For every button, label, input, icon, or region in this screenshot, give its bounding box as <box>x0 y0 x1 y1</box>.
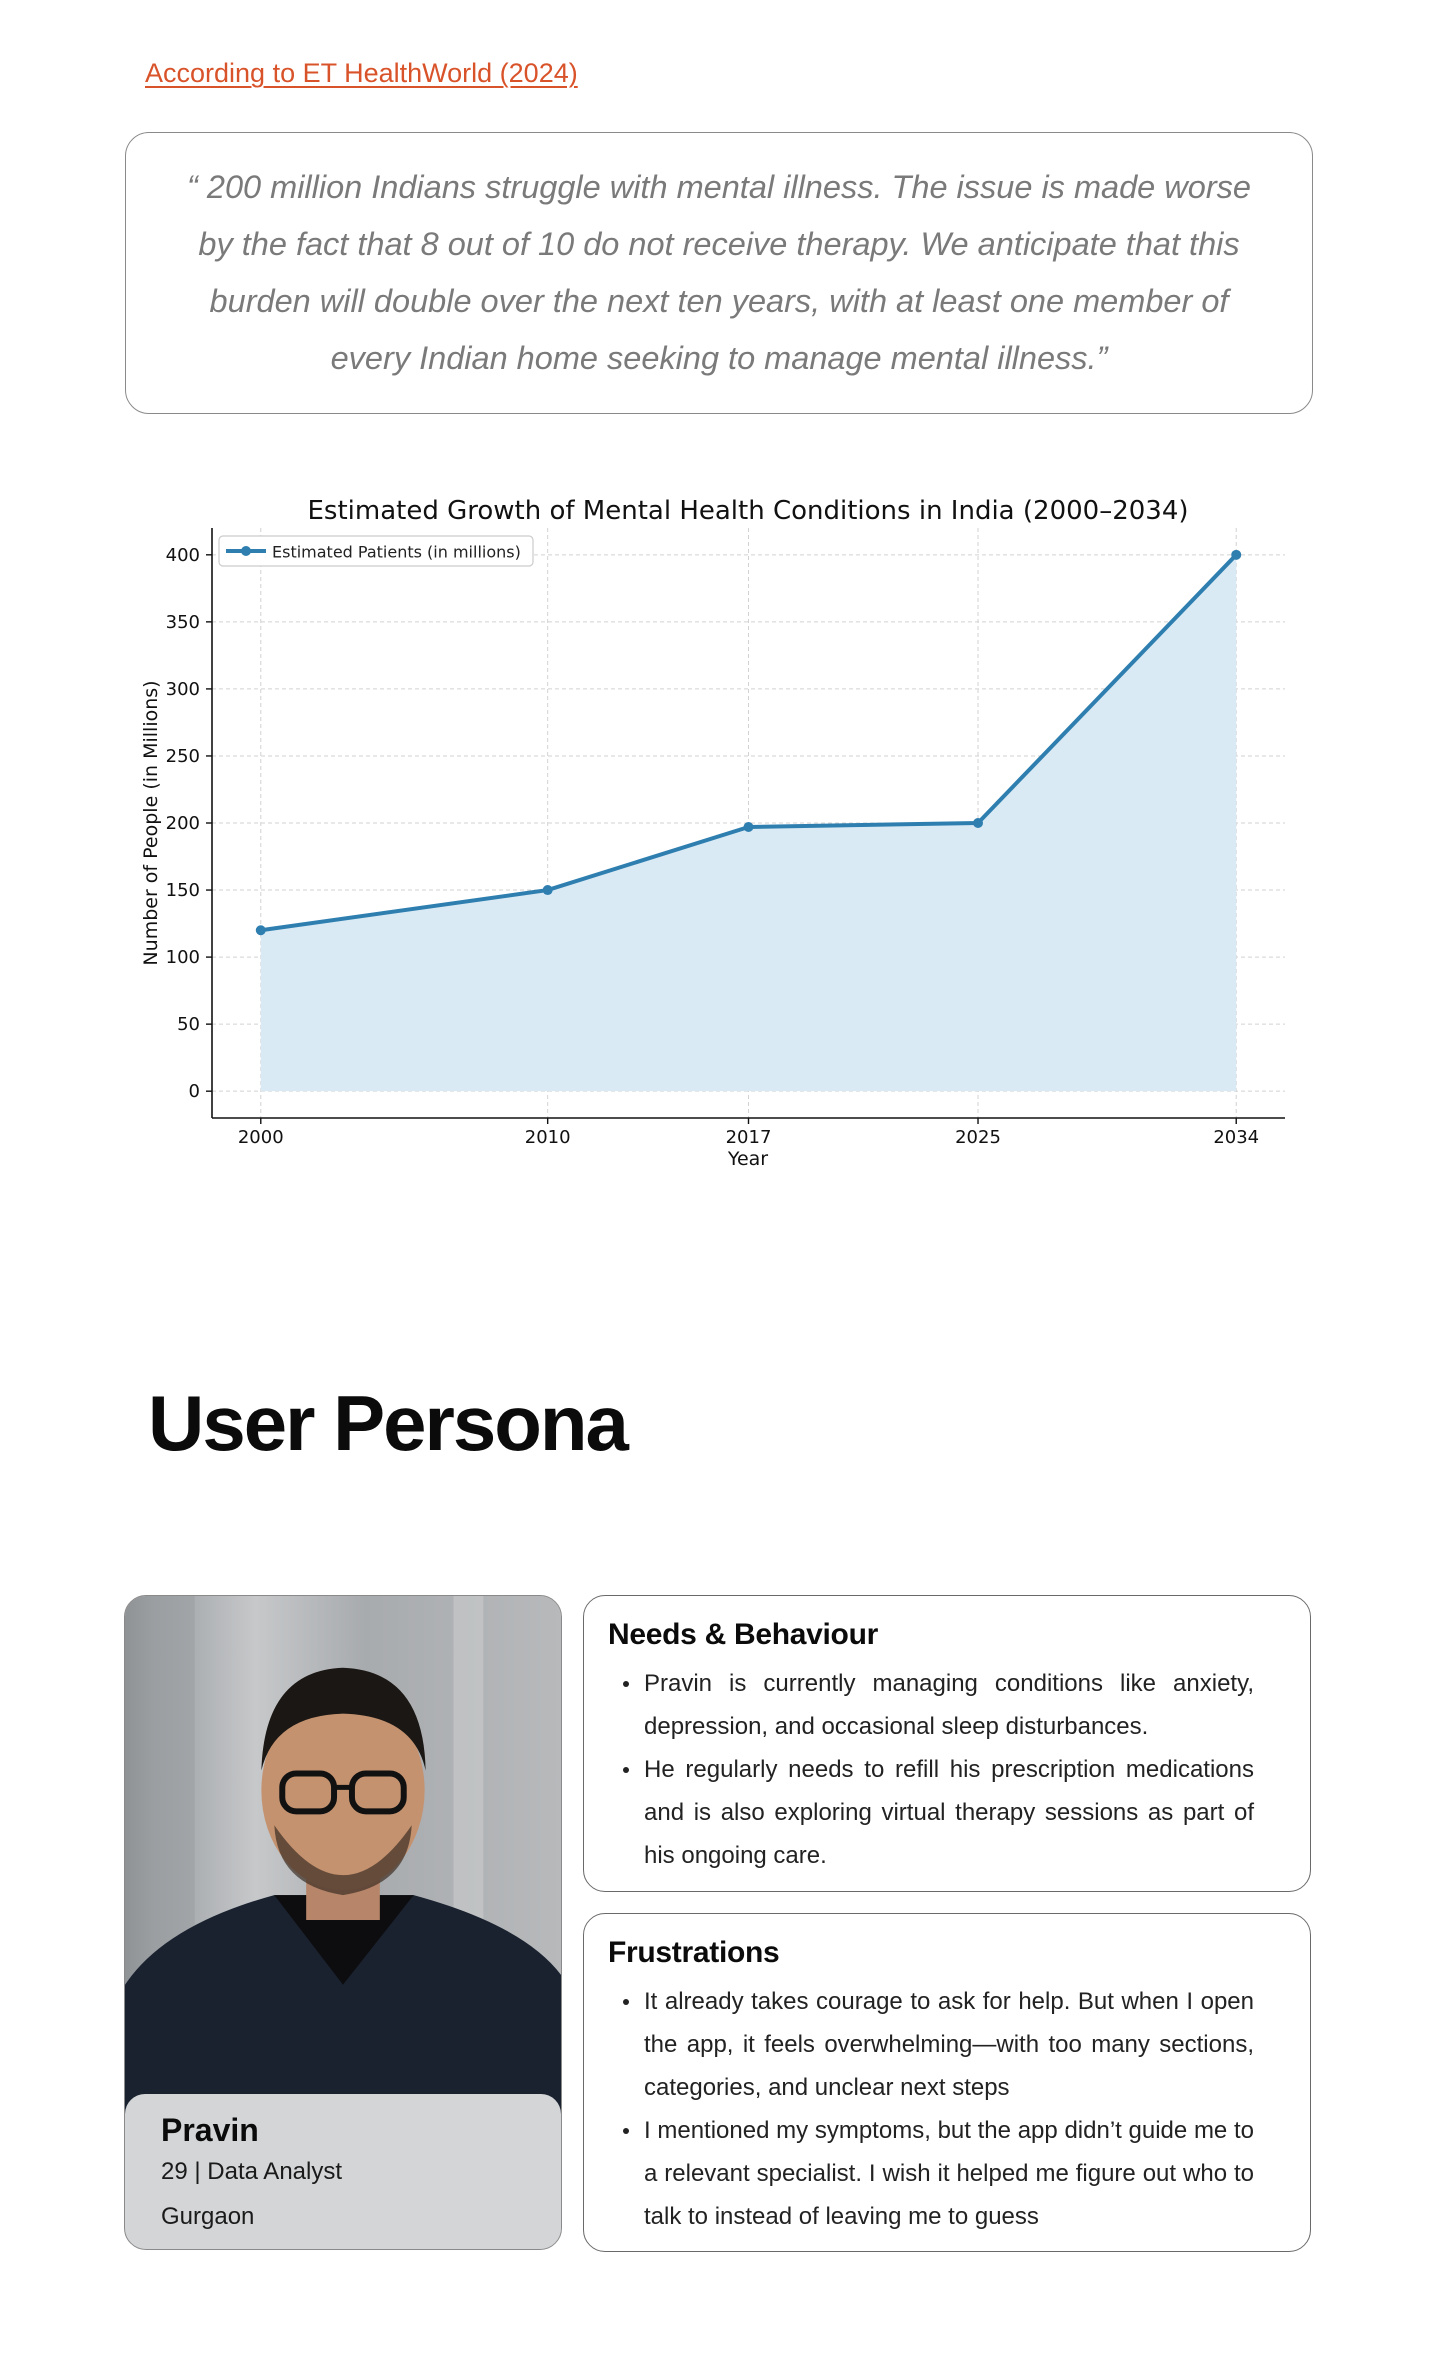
x-tick-label: 2034 <box>1213 1127 1259 1148</box>
data-point <box>973 818 984 828</box>
y-tick-label: 300 <box>166 679 200 700</box>
x-tick-label: 2010 <box>525 1127 571 1148</box>
section-title: User Persona <box>148 1379 629 1467</box>
chart-title: Estimated Growth of Mental Health Condit… <box>307 496 1188 526</box>
series-area-fill <box>260 554 1237 1092</box>
quote-card: “ 200 million Indians struggle with ment… <box>125 132 1313 414</box>
data-point <box>255 925 266 936</box>
x-tick-label: 2025 <box>955 1127 1001 1148</box>
data-point <box>1231 549 1242 560</box>
chart-svg: Estimated Growth of Mental Health Condit… <box>140 496 1285 1170</box>
y-tick-label: 150 <box>166 880 200 901</box>
growth-chart: Estimated Growth of Mental Health Condit… <box>125 488 1315 1178</box>
x-axis-label: Year <box>727 1148 768 1170</box>
frustrations-card: Frustrations It already takes courage to… <box>583 1913 1311 2252</box>
x-ticks: 2000 2010 2017 2025 2034 <box>238 1118 1259 1148</box>
y-axis-label: Number of People (in Millions) <box>140 680 162 965</box>
needs-card: Needs & Behaviour Pravin is currently ma… <box>583 1595 1311 1892</box>
y-tick-label: 50 <box>177 1014 200 1035</box>
needs-title: Needs & Behaviour <box>608 1618 878 1651</box>
persona-meta: 29 | Data Analyst <box>161 2158 343 2185</box>
x-tick-label: 2017 <box>726 1127 772 1148</box>
x-tick-label: 2000 <box>238 1127 284 1148</box>
y-tick-label: 200 <box>166 813 200 834</box>
legend-marker-swatch <box>241 546 251 556</box>
y-tick-label: 0 <box>189 1081 200 1102</box>
quote-text: “ 200 million Indians struggle with ment… <box>187 169 1251 376</box>
chart-legend: Estimated Patients (in millions) <box>218 535 534 567</box>
data-point <box>542 885 553 896</box>
y-ticks: 0 50 100 150 200 250 300 350 400 <box>166 545 212 1102</box>
y-tick-label: 250 <box>166 746 200 767</box>
list-item: I mentioned my symptoms, but the app did… <box>623 2109 1254 2238</box>
y-tick-label: 100 <box>166 947 200 968</box>
frustrations-list: It already takes courage to ask for help… <box>608 1980 1254 2238</box>
list-item: He regularly needs to refill his prescri… <box>623 1748 1254 1877</box>
persona-name: Pravin <box>161 2112 259 2148</box>
source-link[interactable]: According to ET HealthWorld (2024) <box>145 58 578 88</box>
persona-card: Pravin 29 | Data Analyst Gurgaon <box>124 1595 562 2250</box>
list-item: It already takes courage to ask for help… <box>623 1980 1254 2109</box>
y-tick-label: 400 <box>166 545 200 566</box>
needs-list: Pravin is currently managing conditions … <box>608 1662 1254 1877</box>
legend-label: Estimated Patients (in millions) <box>272 543 521 562</box>
chart-series <box>255 549 1242 936</box>
legend-box <box>218 535 534 567</box>
persona-city: Gurgaon <box>161 2203 255 2230</box>
frustrations-title: Frustrations <box>608 1936 780 1969</box>
y-tick-label: 350 <box>166 612 200 633</box>
list-item: Pravin is currently managing conditions … <box>623 1662 1254 1748</box>
persona-info: Pravin 29 | Data Analyst Gurgaon <box>125 2094 561 2249</box>
chart-area <box>260 554 1237 1092</box>
data-point <box>743 822 754 833</box>
